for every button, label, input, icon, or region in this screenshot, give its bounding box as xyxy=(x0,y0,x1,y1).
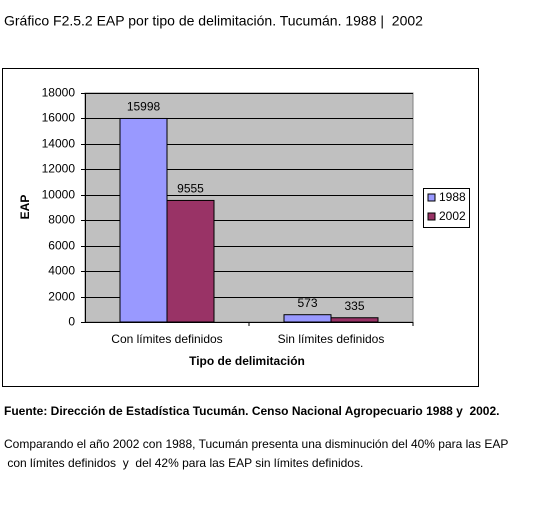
y-tick-label: 8000 xyxy=(48,213,75,227)
bar xyxy=(119,117,168,323)
value-label: 573 xyxy=(297,296,317,310)
y-tick-label: 12000 xyxy=(42,162,76,176)
y-tick-label: 0 xyxy=(68,315,75,329)
chart-title: Gráfico F2.5.2 EAP por tipo de delimitac… xyxy=(4,13,423,29)
x-axis-title: Tipo de delimitación xyxy=(189,354,305,368)
source-note: Fuente: Dirección de Estadística Tucumán… xyxy=(4,404,500,418)
y-tick-label: 16000 xyxy=(42,111,76,125)
y-tick-label: 2000 xyxy=(48,290,75,304)
y-tick-label: 10000 xyxy=(42,188,76,202)
value-label: 9555 xyxy=(177,182,204,196)
bar xyxy=(166,199,215,323)
y-axis-title: EAP xyxy=(18,195,32,220)
y-tick-label: 4000 xyxy=(48,264,75,278)
paragraph-line: con límites definidos y del 42% para las… xyxy=(4,456,363,470)
y-tick-label: 14000 xyxy=(42,137,76,151)
x-tick-label: Con límites definidos xyxy=(111,332,222,346)
bar xyxy=(330,317,379,323)
paragraph-line: Comparando el año 2002 con 1988, Tucumán… xyxy=(4,437,508,451)
x-tick-label: Sin límites definidos xyxy=(278,332,385,346)
legend-swatch xyxy=(427,212,436,221)
y-tick-label: 18000 xyxy=(42,86,76,100)
legend-swatch xyxy=(427,193,436,202)
bar xyxy=(283,314,332,323)
legend-label: 1988 xyxy=(439,190,466,204)
value-label: 335 xyxy=(344,299,364,313)
legend-label: 2002 xyxy=(439,209,466,223)
value-label: 15998 xyxy=(127,100,161,114)
y-tick-label: 6000 xyxy=(48,239,75,253)
